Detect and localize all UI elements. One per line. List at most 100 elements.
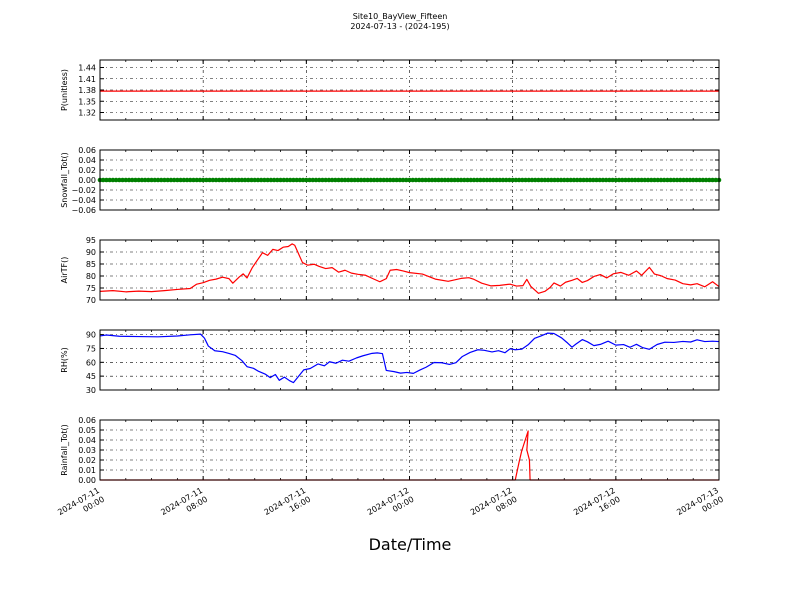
data-point <box>700 177 706 183</box>
y-tick-label: 1.44 <box>78 64 96 73</box>
y-tick-label: 45 <box>86 372 96 381</box>
data-point <box>136 177 141 183</box>
data-point <box>236 177 241 183</box>
data-point <box>352 177 357 183</box>
data-point <box>342 177 348 183</box>
data-point <box>674 177 680 183</box>
data-point <box>175 177 180 183</box>
data-point <box>455 177 461 183</box>
data-point <box>213 177 219 183</box>
data-point <box>619 177 625 183</box>
panel-frame <box>99 59 720 121</box>
data-point <box>371 177 377 183</box>
panel-frame <box>99 329 720 391</box>
data-point <box>210 177 216 183</box>
data-point <box>478 177 483 183</box>
data-point <box>510 177 515 183</box>
data-point <box>187 177 193 183</box>
data-point <box>129 177 135 183</box>
y-tick-label: 0.03 <box>78 446 96 455</box>
data-point <box>258 177 264 183</box>
data-point <box>181 177 187 183</box>
y-tick-label: 0.01 <box>78 466 96 475</box>
x-tick-label: 2024-07-1208:00 <box>469 486 519 526</box>
data-point <box>416 177 422 183</box>
data-point <box>632 177 638 183</box>
data-point <box>623 177 628 183</box>
data-point <box>423 177 428 183</box>
data-point <box>429 177 435 183</box>
data-point <box>684 177 690 183</box>
data-point <box>294 177 299 183</box>
data-point <box>104 177 109 183</box>
data-point <box>526 177 532 183</box>
data-point <box>197 177 203 183</box>
data-point <box>503 177 509 183</box>
data-point <box>584 177 590 183</box>
data-point <box>500 177 506 183</box>
data-point <box>146 177 151 183</box>
data-point <box>568 177 573 183</box>
data-point <box>613 177 619 183</box>
data-point <box>216 177 222 183</box>
y-tick-label: 1.38 <box>78 86 96 95</box>
data-point <box>191 177 196 183</box>
data-point <box>639 177 644 183</box>
data-point <box>532 177 538 183</box>
data-point <box>278 177 283 183</box>
data-point <box>226 177 232 183</box>
y-tick-label: 1.32 <box>78 109 96 118</box>
y-tick-label: 75 <box>86 344 96 353</box>
data-point <box>542 177 548 183</box>
data-point <box>345 177 351 183</box>
data-point <box>204 177 209 183</box>
y-tick-label: 75 <box>86 284 96 293</box>
data-point <box>690 177 696 183</box>
data-point <box>281 177 287 183</box>
data-point <box>436 177 441 183</box>
series-line <box>100 430 719 481</box>
data-point <box>233 177 238 183</box>
data-point <box>658 177 664 183</box>
x-axis-label: Date/Time <box>369 535 452 554</box>
data-point <box>374 177 380 183</box>
data-point <box>307 177 312 183</box>
data-point <box>126 177 132 183</box>
data-point <box>687 177 693 183</box>
data-point <box>242 177 248 183</box>
data-point <box>703 177 709 183</box>
x-tick-label: 2024-07-1200:00 <box>366 486 416 526</box>
data-point <box>581 177 586 183</box>
data-point <box>168 177 174 183</box>
data-point <box>432 177 438 183</box>
panel-2: 0.060.040.020.00−0.02−0.04−0.06Snowfall_… <box>60 146 722 215</box>
data-point <box>139 177 145 183</box>
data-point <box>655 177 661 183</box>
data-point <box>474 177 480 183</box>
y-tick-label: 0.02 <box>78 456 96 465</box>
y-tick-label: 0.04 <box>78 436 96 445</box>
data-point <box>590 177 596 183</box>
data-point <box>184 177 190 183</box>
data-point <box>491 177 496 183</box>
data-point <box>661 177 667 183</box>
x-tick-label: 2024-07-1300:00 <box>675 486 725 526</box>
data-point <box>326 177 332 183</box>
data-point <box>552 177 557 183</box>
data-point <box>207 177 212 183</box>
x-axis-tick-labels: 2024-07-1100:00 2024-07-1108:00 2024-07-11… <box>56 486 725 526</box>
data-point <box>149 177 154 183</box>
data-point <box>507 177 512 183</box>
data-point <box>349 177 354 183</box>
data-point <box>133 177 138 183</box>
data-point <box>558 177 564 183</box>
data-point <box>645 177 651 183</box>
y-tick-label: 30 <box>86 386 96 395</box>
data-point <box>565 177 570 183</box>
y-tick-label: 90 <box>86 248 96 257</box>
data-point <box>616 177 622 183</box>
data-point <box>316 177 322 183</box>
series-line <box>99 243 720 294</box>
data-point <box>142 177 148 183</box>
data-point <box>439 177 445 183</box>
